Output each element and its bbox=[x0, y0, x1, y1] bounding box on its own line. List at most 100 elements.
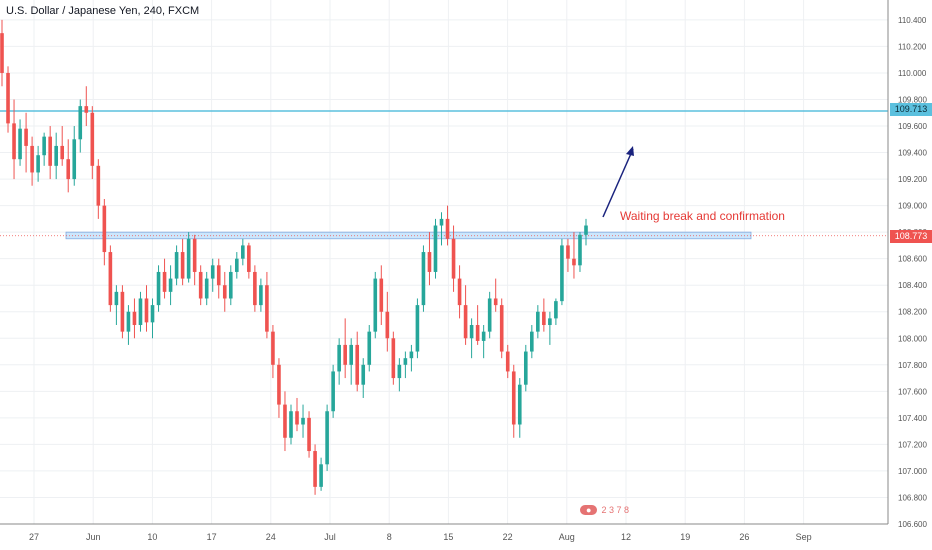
candle-body bbox=[421, 252, 426, 306]
candle-body bbox=[216, 265, 221, 286]
candle bbox=[54, 132, 58, 180]
candle-body bbox=[180, 252, 185, 279]
candle bbox=[403, 351, 408, 379]
candle-body bbox=[96, 165, 101, 206]
candle-body bbox=[349, 344, 354, 365]
candle-body bbox=[54, 145, 58, 166]
candle-body bbox=[114, 291, 119, 306]
candle-body bbox=[66, 159, 71, 180]
candle bbox=[385, 291, 390, 352]
time-tick-label: Aug bbox=[559, 532, 575, 542]
grid-lines bbox=[0, 0, 888, 525]
candle bbox=[283, 391, 287, 452]
candle-body bbox=[451, 238, 456, 279]
price-tick-label: 106.800 bbox=[898, 493, 927, 502]
candle bbox=[548, 311, 552, 345]
candle-body bbox=[289, 411, 293, 438]
price-tick-label: 110.400 bbox=[898, 16, 927, 25]
candle-body bbox=[259, 285, 263, 306]
candle bbox=[307, 411, 311, 458]
candle-body bbox=[511, 371, 516, 425]
candle-body bbox=[554, 301, 558, 319]
price-tick-label: 109.800 bbox=[898, 95, 927, 104]
candle bbox=[475, 305, 480, 345]
price-tick-label: 106.600 bbox=[898, 520, 927, 529]
price-tick-label: 109.200 bbox=[898, 175, 927, 184]
candle-body bbox=[331, 371, 335, 412]
candle bbox=[156, 265, 161, 312]
candle bbox=[421, 245, 426, 312]
candle-body bbox=[584, 225, 588, 235]
candle-body bbox=[566, 245, 570, 259]
candle-body bbox=[265, 285, 269, 332]
price-tick-label: 109.600 bbox=[898, 122, 927, 131]
candle-body bbox=[319, 464, 323, 487]
candle bbox=[30, 136, 34, 186]
price-tick-label: 108.600 bbox=[898, 255, 927, 264]
time-tick-label: 26 bbox=[739, 532, 749, 542]
candle-body bbox=[409, 351, 414, 359]
candle bbox=[572, 232, 576, 279]
price-tick-label: 107.600 bbox=[898, 387, 927, 396]
candle-body bbox=[499, 305, 504, 352]
candle bbox=[536, 305, 540, 339]
time-tick-label: 10 bbox=[147, 532, 157, 542]
candle bbox=[397, 358, 402, 392]
current-price-label: 108.773 bbox=[890, 230, 932, 243]
candle-body bbox=[337, 344, 341, 372]
candle-body bbox=[72, 139, 77, 180]
candle-body bbox=[572, 258, 576, 266]
candle bbox=[367, 325, 372, 372]
candle bbox=[186, 232, 191, 283]
candle-body bbox=[168, 278, 173, 292]
candle-body bbox=[186, 238, 191, 279]
candle-body bbox=[24, 128, 28, 146]
time-tick-label: 24 bbox=[266, 532, 276, 542]
candle bbox=[192, 234, 197, 286]
candle-body bbox=[234, 258, 239, 272]
candle bbox=[554, 298, 558, 326]
candle bbox=[222, 271, 227, 312]
candle-body bbox=[18, 128, 22, 160]
candle-body bbox=[126, 311, 131, 332]
candle bbox=[499, 298, 504, 359]
time-tick-label: 8 bbox=[387, 532, 392, 542]
candle-body bbox=[192, 238, 197, 272]
candle bbox=[66, 139, 71, 193]
price-tick-label: 108.400 bbox=[898, 281, 927, 290]
candle-body bbox=[42, 136, 46, 156]
watermark-text: 2 3 7 8 bbox=[601, 505, 629, 515]
candle bbox=[210, 258, 215, 292]
candle-body bbox=[78, 106, 83, 140]
candle-body bbox=[0, 33, 4, 73]
time-tick-label: 19 bbox=[680, 532, 690, 542]
candle-body bbox=[228, 271, 233, 299]
candle bbox=[373, 271, 378, 339]
candle bbox=[463, 285, 468, 345]
candle-body bbox=[560, 245, 564, 302]
candle bbox=[259, 278, 263, 312]
candle-body bbox=[542, 311, 546, 326]
candle bbox=[578, 232, 582, 272]
candle-body bbox=[138, 298, 143, 326]
candle bbox=[18, 119, 22, 166]
candle bbox=[451, 225, 456, 292]
candle-body bbox=[367, 331, 372, 365]
candle-body bbox=[198, 271, 203, 299]
candle-body bbox=[530, 331, 534, 352]
candle bbox=[337, 338, 341, 385]
candle-body bbox=[505, 351, 510, 372]
candle-body bbox=[301, 417, 305, 425]
candle bbox=[48, 126, 52, 180]
candle bbox=[319, 457, 323, 491]
price-tick-label: 108.000 bbox=[898, 334, 927, 343]
candle bbox=[60, 126, 65, 166]
candle-body bbox=[385, 311, 390, 339]
projection-arrow bbox=[602, 146, 634, 218]
time-tick-label: Jul bbox=[324, 532, 336, 542]
candle bbox=[228, 265, 233, 306]
candle-body bbox=[517, 384, 522, 425]
candle bbox=[313, 444, 317, 495]
candle bbox=[361, 358, 366, 398]
